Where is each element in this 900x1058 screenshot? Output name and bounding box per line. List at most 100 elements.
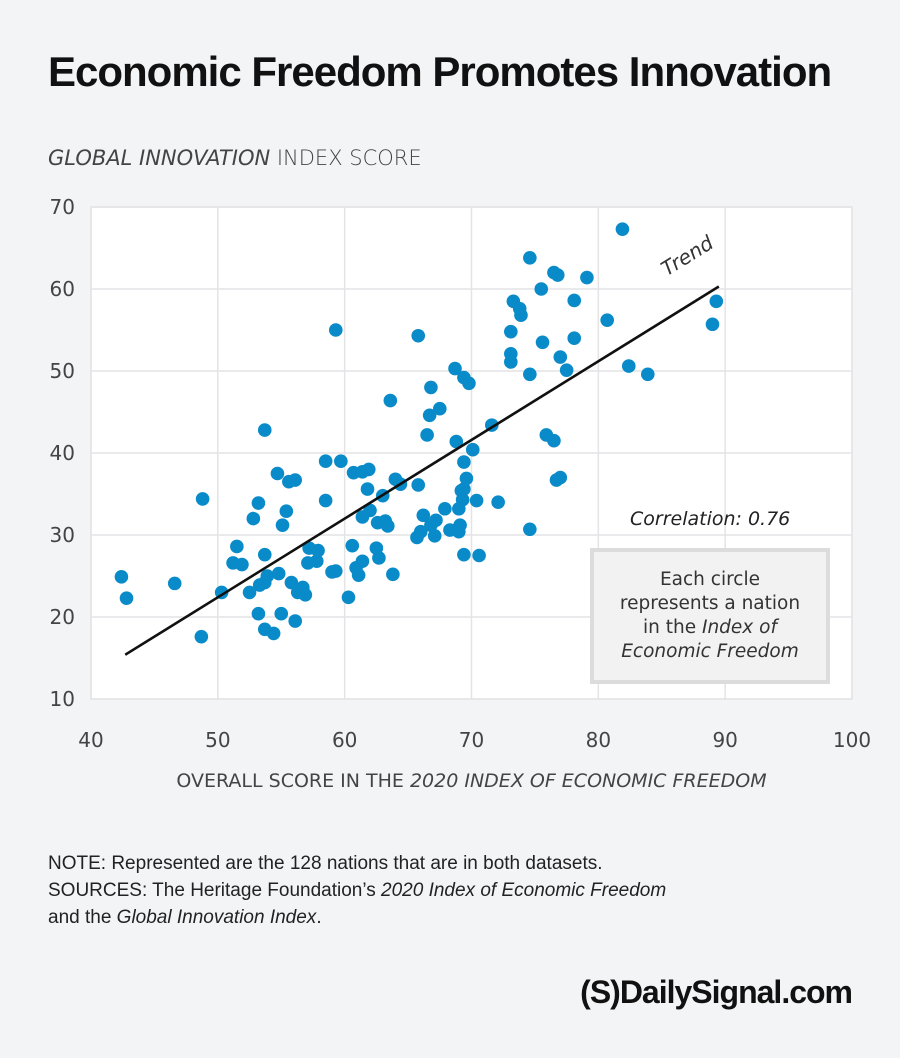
data-point: [334, 454, 348, 469]
y-axis-label-normal: INDEX SCORE: [270, 146, 422, 170]
data-point: [580, 270, 594, 285]
data-point: [309, 554, 324, 569]
data-point: [274, 606, 289, 621]
data-point: [469, 493, 484, 508]
data-point: [465, 442, 480, 457]
data-point: [550, 268, 565, 282]
data-point: [242, 585, 257, 600]
data-point: [514, 308, 528, 323]
data-point: [427, 529, 442, 543]
y-tick-label: 50: [50, 359, 75, 383]
data-point: [257, 547, 272, 562]
data-point: [455, 492, 470, 507]
data-point: [288, 473, 303, 487]
x-tick-label: 80: [586, 728, 611, 752]
data-point: [230, 539, 244, 554]
data-point: [372, 551, 386, 565]
x-tick-label: 50: [205, 728, 230, 752]
note: NOTE: Represented are the 128 nations th…: [48, 850, 666, 931]
data-point: [448, 361, 462, 376]
sources-text: SOURCES: The Heritage Foundation’s: [48, 880, 382, 901]
trend-line: [124, 285, 720, 656]
data-point: [438, 501, 452, 516]
data-point: [457, 547, 471, 562]
legend-line: in the Index of: [620, 616, 800, 640]
data-point: [194, 629, 209, 644]
data-point: [251, 496, 266, 510]
data-point: [195, 492, 210, 506]
data-point: [559, 363, 574, 377]
x-tick-label: 40: [78, 728, 103, 752]
data-point: [523, 251, 537, 265]
data-point: [432, 401, 447, 416]
data-point: [279, 504, 294, 519]
data-point: [553, 470, 568, 485]
legend-line: Economic Freedom: [620, 640, 800, 664]
data-point: [547, 433, 561, 448]
chart-title: Economic Freedom Promotes Innovation: [48, 48, 832, 95]
legend-box: Each circle represents a nation in the I…: [590, 548, 830, 684]
sources-text-italic: Global Innovation Index: [116, 907, 317, 928]
data-point: [449, 434, 464, 449]
legend-text: in the: [643, 617, 702, 638]
sources-line: SOURCES: The Heritage Foundation’s 2020 …: [48, 877, 666, 904]
data-point: [246, 511, 261, 526]
x-tick-label: 100: [833, 728, 871, 752]
data-point: [351, 568, 366, 582]
data-point: [504, 324, 518, 339]
note-line: NOTE: Represented are the 128 nations th…: [48, 853, 603, 874]
data-point: [328, 323, 343, 337]
sources-text-italic: 2020 Index of Economic Freedom: [381, 880, 667, 901]
data-point: [235, 557, 249, 572]
data-point: [363, 503, 377, 518]
data-point: [271, 566, 286, 581]
data-point: [535, 335, 550, 350]
data-point: [251, 606, 266, 621]
data-point: [360, 482, 375, 496]
data-point: [341, 590, 356, 605]
data-point: [355, 554, 370, 569]
y-tick-label: 40: [50, 441, 75, 465]
x-axis-label-italic: 2020 INDEX OF ECONOMIC FREEDOM: [409, 770, 767, 792]
data-point: [705, 317, 720, 332]
data-point: [411, 328, 426, 343]
data-point: [640, 367, 655, 382]
legend-line: represents a nation: [619, 593, 801, 614]
data-point: [615, 222, 630, 236]
y-tick-label: 30: [50, 523, 75, 547]
data-point: [318, 454, 333, 469]
data-point: [318, 493, 333, 508]
y-tick-label: 60: [50, 277, 75, 301]
data-point: [413, 524, 428, 539]
data-point: [600, 313, 615, 327]
x-axis-label-normal: OVERALL SCORE IN THE: [176, 770, 410, 792]
data-point: [298, 588, 313, 602]
data-point: [416, 508, 431, 523]
data-point: [459, 471, 474, 486]
data-point: [361, 462, 376, 477]
data-point: [383, 393, 398, 408]
sources-text: .: [316, 907, 322, 928]
data-point: [380, 519, 395, 533]
data-point: [345, 538, 360, 553]
data-point: [491, 495, 505, 510]
y-tick-label: 20: [50, 605, 75, 629]
data-point: [266, 626, 281, 641]
y-axis-label-italic: GLOBAL INNOVATION: [48, 146, 271, 170]
data-point: [429, 513, 443, 528]
x-tick-label: 90: [712, 728, 737, 752]
legend-line: Each circle: [659, 569, 760, 590]
x-tick-label: 60: [332, 728, 357, 752]
data-point: [504, 355, 518, 369]
data-point: [270, 466, 285, 481]
data-point: [420, 428, 434, 442]
data-point: [386, 567, 400, 582]
data-point: [119, 591, 134, 605]
data-point: [422, 408, 437, 423]
dailysignal-logo: (S)DailySignal.com: [580, 974, 853, 1010]
legend-text-italic: Economic Freedom: [621, 641, 799, 662]
data-point: [453, 518, 467, 532]
data-point: [284, 575, 299, 590]
data-point: [553, 350, 568, 364]
data-point: [567, 293, 582, 308]
